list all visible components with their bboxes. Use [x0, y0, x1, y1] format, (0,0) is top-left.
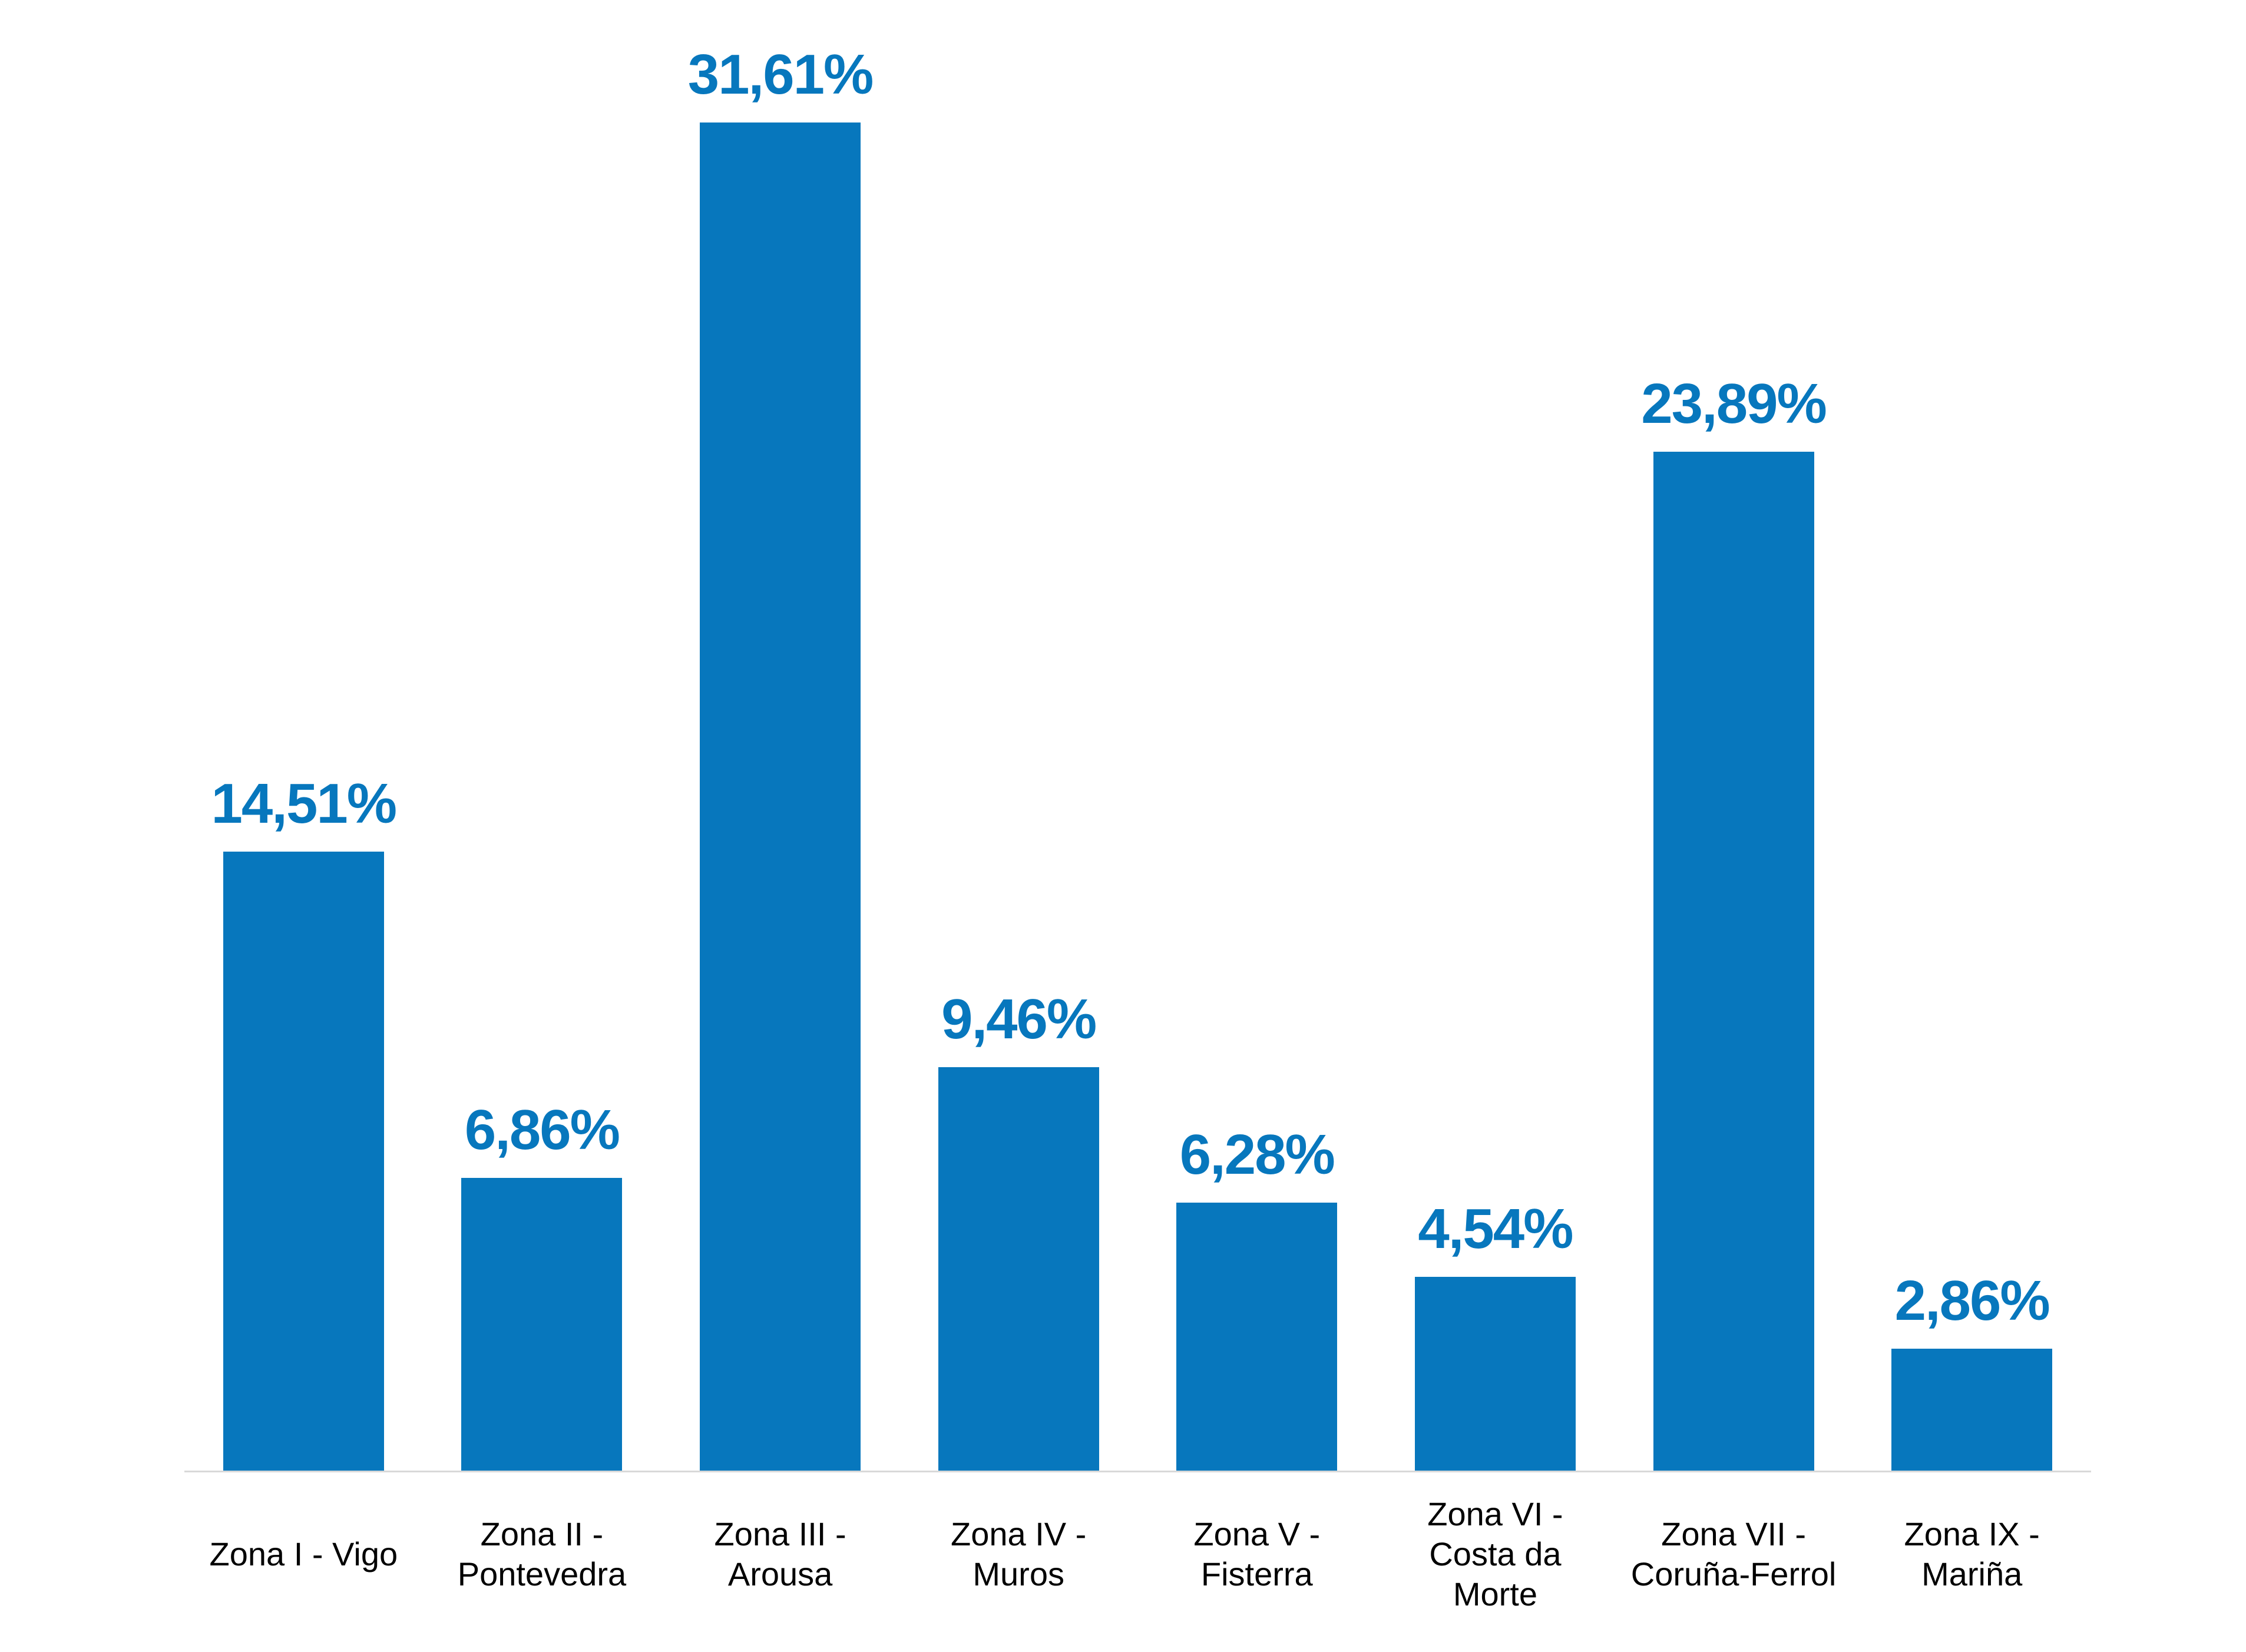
x-axis-line [184, 1471, 2091, 1472]
category-label: Zona II - Pontevedra [457, 1515, 627, 1593]
bar [1891, 1349, 2053, 1471]
bar-column: 23,89% [1615, 29, 1853, 1471]
bar-column: 9,46% [899, 29, 1138, 1471]
bar [461, 1178, 623, 1471]
bar-column: 31,61% [661, 29, 899, 1471]
category-label: Zona I - Vigo [209, 1535, 398, 1572]
bar-value-label: 14,51% [211, 772, 398, 835]
bar-value-label: 31,61% [687, 43, 874, 106]
x-axis-labels: Zona I - Vigo Zona II - Pontevedra Zona … [184, 1472, 2091, 1628]
category-label: Zona III - Arousa [714, 1515, 846, 1593]
bar-value-label: 9,46% [941, 988, 1097, 1051]
bar [223, 852, 384, 1471]
bar [938, 1067, 1099, 1471]
bar-value-label: 2,86% [1894, 1269, 2050, 1332]
bar [700, 123, 861, 1471]
bar [1414, 1277, 1576, 1471]
bar-column: 2,86% [1853, 29, 2091, 1471]
bar [1653, 452, 1814, 1471]
category-label: Zona V - Fisterra [1193, 1515, 1321, 1593]
plot-area: 14,51% 6,86% 31,61% 9,46% 6,28% 4,54% 23… [184, 29, 2091, 1471]
bar-column: 14,51% [184, 29, 423, 1471]
bar-column: 6,28% [1138, 29, 1377, 1471]
bar-value-label: 6,28% [1179, 1123, 1335, 1186]
category-label: Zona VI - Costa da Morte [1427, 1495, 1563, 1613]
bar-value-label: 4,54% [1418, 1197, 1573, 1260]
category-label: Zona IV - Muros [951, 1515, 1087, 1593]
bar-column: 4,54% [1376, 29, 1615, 1471]
bar-value-label: 23,89% [1641, 372, 1827, 435]
bar-value-label: 6,86% [464, 1098, 620, 1161]
bar [1176, 1203, 1338, 1471]
category-label: Zona VII - Coruña-Ferrol [1630, 1515, 1837, 1593]
category-label: Zona IX - Mariña [1904, 1515, 2040, 1593]
bar-column: 6,86% [423, 29, 661, 1471]
